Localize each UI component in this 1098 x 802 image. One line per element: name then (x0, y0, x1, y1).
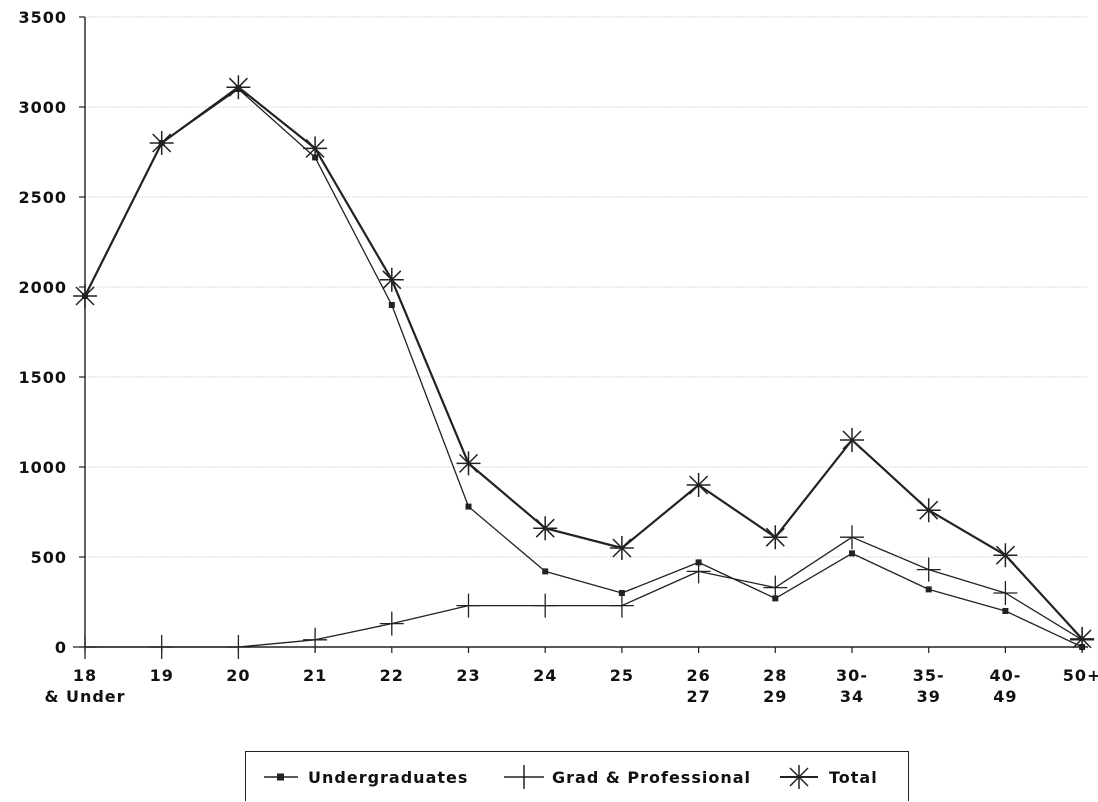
data-point (149, 635, 174, 659)
x-tick-label: 25 (610, 666, 634, 685)
series-line-grad-professional (85, 536, 1083, 648)
series-grad-professional (73, 525, 1095, 659)
legend-label-undergraduates: Undergraduates (308, 768, 468, 787)
data-point (925, 586, 932, 593)
series-line-undergraduates (84, 88, 1083, 648)
data-point (916, 557, 941, 582)
data-point (993, 543, 1018, 568)
legend: Undergraduates Grad & Professional Total (245, 751, 909, 801)
y-tick-label: 1500 (18, 368, 67, 387)
x-axis-ticks: 18 & Under 19 20 21 22 23 24 25 26 27 28 29 30- 34 35- 3… (44, 647, 1098, 706)
data-point (849, 550, 855, 557)
x-tick-label: 27 (686, 687, 710, 706)
legend-item-total: Total (780, 765, 878, 789)
age-distribution-chart: 0 500 1000 1500 2000 2500 3000 3500 18 & Under 19… (18, 8, 1098, 706)
star-marker-icon (789, 765, 809, 789)
data-point (465, 503, 472, 510)
x-tick-label: & Under (44, 687, 125, 706)
data-point (916, 498, 941, 523)
data-point (840, 525, 864, 550)
series-layer (73, 75, 1095, 659)
y-axis-ticks: 0 500 1000 1500 2000 2500 3000 3500 (18, 8, 85, 657)
data-point (533, 593, 558, 618)
data-point (763, 575, 788, 600)
x-tick-label: 50+ (1063, 666, 1098, 685)
x-tick-label: 20 (226, 666, 250, 685)
series-line-total (84, 86, 1083, 640)
y-tick-label: 3000 (18, 98, 67, 117)
data-point (379, 611, 404, 636)
legend-label-grad-professional: Grad & Professional (552, 768, 751, 787)
series-total (73, 75, 1095, 651)
y-tick-label: 500 (31, 548, 67, 567)
data-point (456, 593, 481, 618)
data-point (149, 131, 174, 155)
data-point (533, 516, 558, 541)
x-tick-label: 23 (456, 666, 480, 685)
x-tick-label: 18 (73, 666, 97, 685)
data-point (303, 627, 328, 652)
square-marker-icon (277, 773, 284, 781)
x-tick-label: 22 (380, 666, 404, 685)
x-tick-label: 39 (917, 687, 941, 706)
data-point (763, 525, 788, 550)
data-point (618, 590, 625, 596)
data-point (388, 302, 395, 308)
x-tick-label: 24 (533, 666, 557, 685)
data-point (609, 593, 634, 618)
axes (84, 17, 1089, 648)
legend-label-total: Total (829, 768, 878, 787)
data-point (303, 136, 328, 161)
y-tick-label: 0 (55, 638, 67, 657)
y-tick-label: 1000 (18, 458, 67, 477)
series-undergraduates (82, 86, 1086, 650)
y-tick-label: 2500 (18, 188, 67, 207)
x-tick-label: 34 (840, 687, 864, 706)
x-tick-label: 28 (763, 666, 787, 685)
data-point (542, 568, 549, 575)
gridlines (85, 16, 1089, 558)
x-tick-label: 19 (150, 666, 174, 685)
data-point (226, 75, 251, 100)
data-point (73, 635, 97, 659)
x-tick-label: 35- (913, 666, 945, 685)
data-point (840, 428, 864, 452)
x-tick-label: 40- (989, 666, 1021, 685)
data-point (1070, 626, 1095, 651)
y-tick-label: 3500 (18, 8, 67, 27)
x-tick-label: 29 (763, 687, 787, 706)
data-point (456, 451, 481, 476)
data-point (379, 267, 404, 292)
data-point (686, 473, 711, 497)
x-tick-label: 49 (993, 687, 1017, 706)
legend-item-grad-professional: Grad & Professional (504, 765, 751, 789)
data-point (686, 559, 711, 584)
data-point (1002, 608, 1009, 614)
y-tick-label: 2000 (18, 278, 67, 297)
data-point (993, 581, 1018, 605)
x-tick-label: 30- (836, 666, 868, 685)
data-point (73, 284, 97, 308)
x-tick-label: 26 (686, 666, 710, 685)
x-tick-label: 21 (303, 666, 327, 685)
data-point (609, 536, 634, 560)
legend-item-undergraduates: Undergraduates (264, 768, 468, 787)
data-point (226, 635, 251, 659)
